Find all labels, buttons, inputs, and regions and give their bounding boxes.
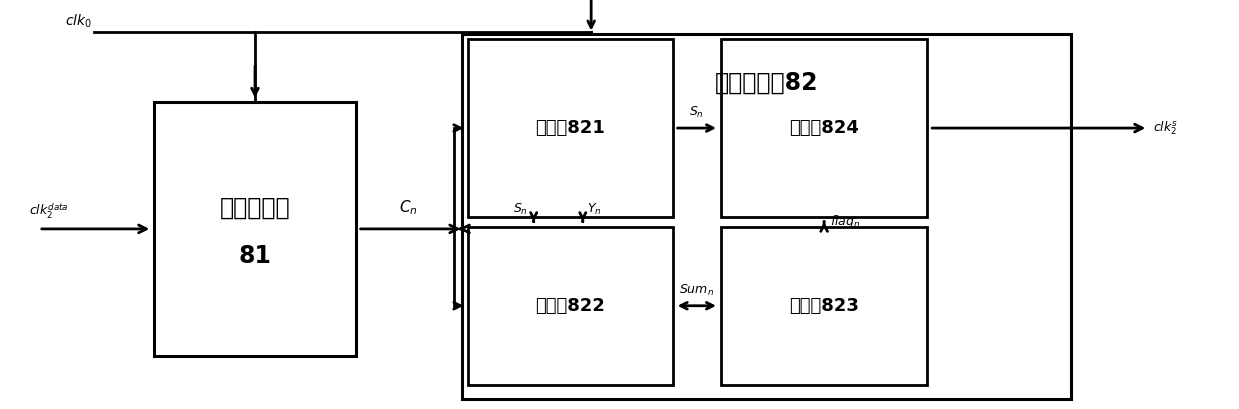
Text: 分频器824: 分频器824 xyxy=(789,119,859,137)
Text: $clk_2^s$: $clk_2^s$ xyxy=(1154,119,1178,137)
Text: 周期计数器: 周期计数器 xyxy=(219,196,290,220)
Bar xyxy=(721,39,927,217)
Text: $Y_n$: $Y_n$ xyxy=(586,202,601,217)
Text: $S_n$: $S_n$ xyxy=(689,105,704,120)
Text: 小数分频妒82: 小数分频妒82 xyxy=(715,70,818,94)
Text: $C_n$: $C_n$ xyxy=(399,199,418,218)
Bar xyxy=(721,227,927,385)
Bar xyxy=(461,34,1072,400)
Text: 比较器823: 比较器823 xyxy=(789,297,859,315)
Text: $S_n$: $S_n$ xyxy=(513,202,528,217)
Text: 81: 81 xyxy=(239,244,271,268)
Bar xyxy=(154,102,356,356)
Text: 除法器821: 除法器821 xyxy=(535,119,606,137)
Text: $flag_n$: $flag_n$ xyxy=(830,213,860,230)
Text: $clk_2^{data}$: $clk_2^{data}$ xyxy=(30,202,69,221)
Text: $clk_0$: $clk_0$ xyxy=(64,12,92,29)
Bar xyxy=(468,227,673,385)
Text: 加法器822: 加法器822 xyxy=(535,297,606,315)
Bar xyxy=(468,39,673,217)
Text: $Sum_n$: $Sum_n$ xyxy=(679,283,715,298)
